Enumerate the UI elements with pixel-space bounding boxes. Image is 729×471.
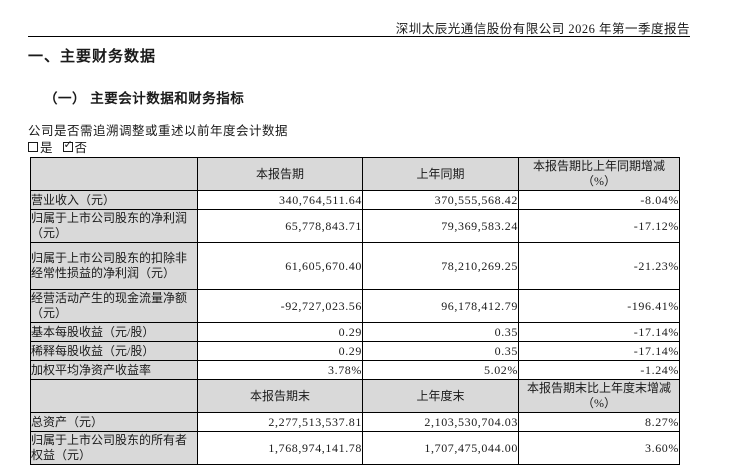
change-value: -1.24% (518, 360, 680, 380)
row-label: 归属于上市公司股东的所有者权益（元） (30, 431, 198, 465)
period-header-row: 本报告期 上年同期 本报告期比上年同期增减 （%） (30, 157, 680, 191)
prior-value: 2,103,530,704.03 (362, 412, 519, 432)
row-label: 基本每股收益（元/股） (30, 322, 198, 342)
row-label: 经营活动产生的现金流量净额（元） (30, 289, 198, 323)
change-value: -17.14% (518, 322, 680, 342)
change-value: -196.41% (518, 289, 680, 323)
checkbox-checked-icon: ✓ (62, 137, 73, 152)
report-title: 深圳太辰光通信股份有限公司 2026 年第一季度报告 (395, 22, 690, 36)
table-row-diluted-eps: 稀释每股收益（元/股） 0.29 0.35 -17.14% (30, 341, 680, 361)
table-row-operating-cash-flow: 经营活动产生的现金流量净额（元） -92,727,023.56 96,178,4… (30, 289, 680, 323)
current-value: 65,778,843.71 (197, 209, 363, 243)
row-label: 归属于上市公司股东的扣除非经常性损益的净利润（元） (30, 242, 198, 290)
header-change-percent: 本报告期比上年同期增减 （%） (518, 157, 680, 191)
header-blank-cell (30, 157, 198, 191)
header-blank-cell (30, 379, 198, 413)
table-row-net-profit: 归属于上市公司股东的净利润（元） 65,778,843.71 79,369,58… (30, 209, 680, 243)
restatement-question: 公司是否需追溯调整或重述以前年度会计数据 (28, 124, 289, 138)
prior-value: 0.35 (362, 341, 519, 361)
financial-data-table: 本报告期 上年同期 本报告期比上年同期增减 （%） 营业收入（元） 340,76… (30, 157, 680, 465)
restatement-options: 是 ✓ 否 (28, 137, 94, 156)
header-divider (28, 36, 690, 37)
subsection-heading-accounting-indicators: （一） 主要会计数据和财务指标 (44, 91, 245, 106)
change-value: -8.04% (518, 190, 680, 210)
row-label: 归属于上市公司股东的净利润（元） (30, 209, 198, 243)
current-value: 61,605,670.40 (197, 242, 363, 290)
option-yes: 是 (28, 137, 53, 156)
current-value: 2,277,513,537.81 (197, 412, 363, 432)
current-value: 340,764,511.64 (197, 190, 363, 210)
option-no-label: 否 (74, 141, 88, 155)
endpoint-header-row: 本报告期末 上年度末 本报告期末比上年度末增减 （%） (30, 379, 680, 413)
change-value: -17.14% (518, 341, 680, 361)
prior-value: 96,178,412.79 (362, 289, 519, 323)
section-heading-main-financial-data: 一、主要财务数据 (28, 48, 157, 65)
current-value: 0.29 (197, 322, 363, 342)
header-endpoint-change-percent: 本报告期末比上年度末增减 （%） (518, 379, 680, 413)
prior-value: 1,707,475,044.00 (362, 431, 519, 465)
current-value: 0.29 (197, 341, 363, 361)
row-label: 总资产（元） (30, 412, 198, 432)
change-value: 3.60% (518, 431, 680, 465)
prior-value: 79,369,583.24 (362, 209, 519, 243)
table-row-shareholders-equity: 归属于上市公司股东的所有者权益（元） 1,768,974,141.78 1,70… (30, 431, 680, 465)
table-row-total-assets: 总资产（元） 2,277,513,537.81 2,103,530,704.03… (30, 412, 680, 432)
table-row-revenue: 营业收入（元） 340,764,511.64 370,555,568.42 -8… (30, 190, 680, 210)
change-value: -17.12% (518, 209, 680, 243)
table-row-net-profit-excl-nonrecurring: 归属于上市公司股东的扣除非经常性损益的净利润（元） 61,605,670.40 … (30, 242, 680, 290)
change-value: 8.27% (518, 412, 680, 432)
row-label: 稀释每股收益（元/股） (30, 341, 198, 361)
row-label: 加权平均净资产收益率 (30, 360, 198, 380)
current-value: -92,727,023.56 (197, 289, 363, 323)
prior-value: 0.35 (362, 322, 519, 342)
checkbox-unchecked-icon (28, 141, 38, 152)
change-value: -21.23% (518, 242, 680, 290)
option-no: ✓ 否 (62, 137, 88, 156)
prior-value: 78,210,269.25 (362, 242, 519, 290)
table-row-basic-eps: 基本每股收益（元/股） 0.29 0.35 -17.14% (30, 322, 680, 342)
header-prior-year-end: 上年度末 (362, 379, 519, 413)
header-prior-period: 上年同期 (362, 157, 519, 191)
prior-value: 5.02% (362, 360, 519, 380)
prior-value: 370,555,568.42 (362, 190, 519, 210)
current-value: 1,768,974,141.78 (197, 431, 363, 465)
table-row-weighted-avg-roe: 加权平均净资产收益率 3.78% 5.02% -1.24% (30, 360, 680, 380)
row-label: 营业收入（元） (30, 190, 198, 210)
header-period-end: 本报告期末 (197, 379, 363, 413)
current-value: 3.78% (197, 360, 363, 380)
header-current-period: 本报告期 (197, 157, 363, 191)
option-yes-label: 是 (40, 141, 53, 155)
